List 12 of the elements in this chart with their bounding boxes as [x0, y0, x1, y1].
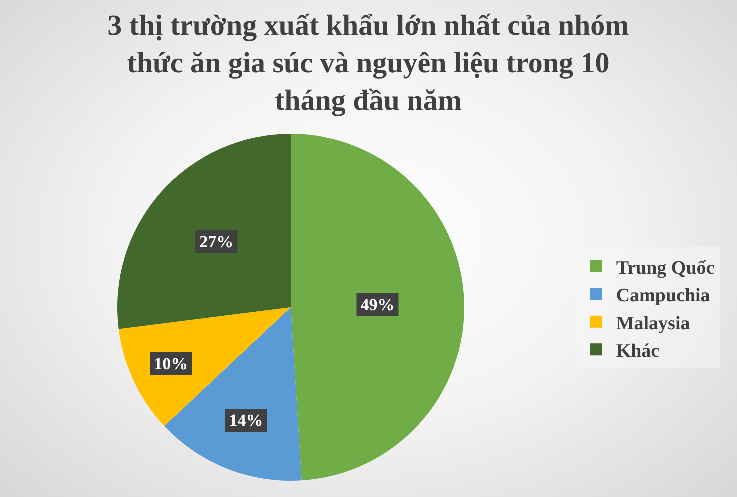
data-label: 27%	[200, 232, 234, 252]
legend-label: Trung Quốc	[616, 258, 715, 279]
legend-label: Malaysia	[616, 313, 691, 334]
legend-label: Khác	[616, 341, 660, 362]
data-label: 14%	[229, 411, 264, 430]
pie-slice	[291, 134, 464, 481]
data-label: 10%	[154, 354, 188, 374]
pie-slice	[118, 134, 291, 330]
legend-label: Campuchia	[616, 286, 711, 307]
data-label: 49%	[360, 295, 395, 314]
chart-title: 3 thị trường xuất khẩu lớn nhất của nhóm thức ăn gia súc và nguyên liệu trong 10 tháng đầu năm	[108, 10, 630, 118]
pie-slice	[118, 308, 291, 426]
